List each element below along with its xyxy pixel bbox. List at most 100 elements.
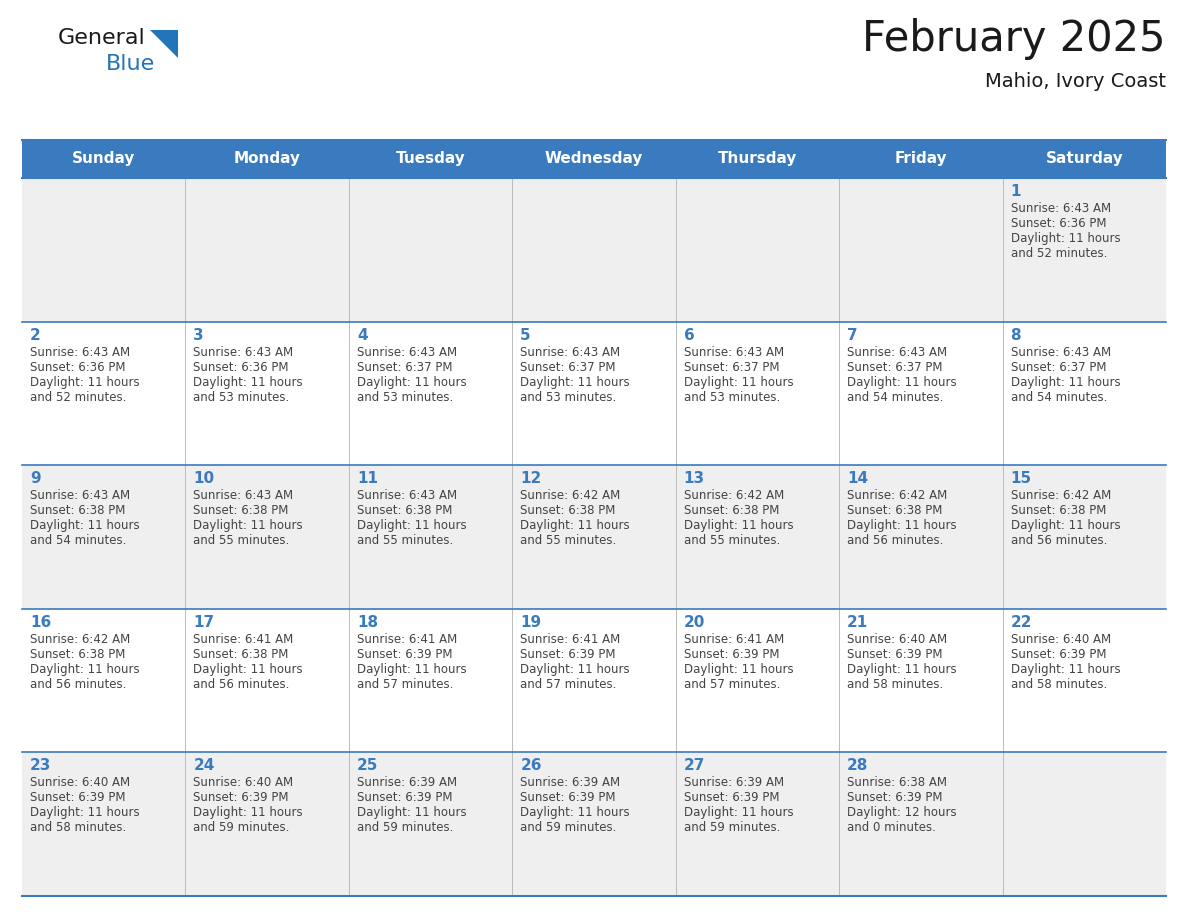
- Text: Sunset: 6:38 PM: Sunset: 6:38 PM: [30, 504, 126, 517]
- Text: Sunset: 6:38 PM: Sunset: 6:38 PM: [684, 504, 779, 517]
- Text: 7: 7: [847, 328, 858, 342]
- Text: General: General: [58, 28, 146, 48]
- Text: Sunset: 6:38 PM: Sunset: 6:38 PM: [194, 504, 289, 517]
- Text: Daylight: 11 hours: Daylight: 11 hours: [356, 520, 467, 532]
- Text: Daylight: 11 hours: Daylight: 11 hours: [1011, 375, 1120, 388]
- Text: 21: 21: [847, 615, 868, 630]
- Text: Daylight: 11 hours: Daylight: 11 hours: [520, 806, 630, 820]
- Text: and 53 minutes.: and 53 minutes.: [194, 390, 290, 404]
- Text: Sunset: 6:39 PM: Sunset: 6:39 PM: [684, 648, 779, 661]
- Text: Sunset: 6:37 PM: Sunset: 6:37 PM: [847, 361, 942, 374]
- Text: and 52 minutes.: and 52 minutes.: [30, 390, 126, 404]
- Text: Sunset: 6:38 PM: Sunset: 6:38 PM: [194, 648, 289, 661]
- Text: 8: 8: [1011, 328, 1022, 342]
- Text: Sunset: 6:39 PM: Sunset: 6:39 PM: [847, 648, 942, 661]
- Text: 2: 2: [30, 328, 40, 342]
- Text: Blue: Blue: [106, 54, 156, 74]
- Text: and 0 minutes.: and 0 minutes.: [847, 822, 936, 834]
- Text: Daylight: 11 hours: Daylight: 11 hours: [30, 520, 140, 532]
- Text: and 55 minutes.: and 55 minutes.: [520, 534, 617, 547]
- Text: Sunrise: 6:42 AM: Sunrise: 6:42 AM: [30, 633, 131, 645]
- Text: and 58 minutes.: and 58 minutes.: [30, 822, 126, 834]
- Text: Sunrise: 6:42 AM: Sunrise: 6:42 AM: [1011, 489, 1111, 502]
- Text: 20: 20: [684, 615, 706, 630]
- Text: Sunset: 6:38 PM: Sunset: 6:38 PM: [1011, 504, 1106, 517]
- Text: Sunday: Sunday: [72, 151, 135, 166]
- Text: Daylight: 11 hours: Daylight: 11 hours: [194, 806, 303, 820]
- Text: Sunset: 6:36 PM: Sunset: 6:36 PM: [1011, 217, 1106, 230]
- Text: 3: 3: [194, 328, 204, 342]
- Text: Sunset: 6:39 PM: Sunset: 6:39 PM: [30, 791, 126, 804]
- Text: Sunrise: 6:43 AM: Sunrise: 6:43 AM: [356, 489, 457, 502]
- Text: Sunrise: 6:40 AM: Sunrise: 6:40 AM: [1011, 633, 1111, 645]
- Text: Sunset: 6:36 PM: Sunset: 6:36 PM: [30, 361, 126, 374]
- Text: Sunrise: 6:41 AM: Sunrise: 6:41 AM: [520, 633, 620, 645]
- Text: Sunrise: 6:40 AM: Sunrise: 6:40 AM: [194, 777, 293, 789]
- Text: Daylight: 11 hours: Daylight: 11 hours: [194, 375, 303, 388]
- Text: and 59 minutes.: and 59 minutes.: [356, 822, 454, 834]
- Text: Sunrise: 6:43 AM: Sunrise: 6:43 AM: [194, 345, 293, 359]
- Text: 5: 5: [520, 328, 531, 342]
- Text: February 2025: February 2025: [862, 18, 1165, 60]
- Text: Monday: Monday: [234, 151, 301, 166]
- Text: 22: 22: [1011, 615, 1032, 630]
- Text: Sunrise: 6:43 AM: Sunrise: 6:43 AM: [356, 345, 457, 359]
- Text: Daylight: 11 hours: Daylight: 11 hours: [30, 663, 140, 676]
- Text: Sunset: 6:39 PM: Sunset: 6:39 PM: [356, 791, 453, 804]
- Bar: [23, 753, 1165, 896]
- Text: Daylight: 11 hours: Daylight: 11 hours: [356, 663, 467, 676]
- Text: and 56 minutes.: and 56 minutes.: [30, 677, 126, 691]
- Text: and 53 minutes.: and 53 minutes.: [356, 390, 453, 404]
- Text: Sunrise: 6:38 AM: Sunrise: 6:38 AM: [847, 777, 947, 789]
- Text: 16: 16: [30, 615, 51, 630]
- Text: Sunset: 6:39 PM: Sunset: 6:39 PM: [356, 648, 453, 661]
- Text: 12: 12: [520, 471, 542, 487]
- Text: Sunset: 6:37 PM: Sunset: 6:37 PM: [520, 361, 615, 374]
- Text: and 57 minutes.: and 57 minutes.: [356, 677, 454, 691]
- Text: Sunrise: 6:43 AM: Sunrise: 6:43 AM: [1011, 345, 1111, 359]
- Text: Sunset: 6:39 PM: Sunset: 6:39 PM: [684, 791, 779, 804]
- Text: Tuesday: Tuesday: [396, 151, 466, 166]
- Text: and 55 minutes.: and 55 minutes.: [194, 534, 290, 547]
- Text: Sunrise: 6:41 AM: Sunrise: 6:41 AM: [356, 633, 457, 645]
- Text: 17: 17: [194, 615, 215, 630]
- Text: Sunrise: 6:43 AM: Sunrise: 6:43 AM: [520, 345, 620, 359]
- Text: Daylight: 11 hours: Daylight: 11 hours: [684, 520, 794, 532]
- Text: and 55 minutes.: and 55 minutes.: [684, 534, 781, 547]
- Text: Sunset: 6:39 PM: Sunset: 6:39 PM: [1011, 648, 1106, 661]
- Text: Daylight: 11 hours: Daylight: 11 hours: [1011, 663, 1120, 676]
- Text: 11: 11: [356, 471, 378, 487]
- Text: Wednesday: Wednesday: [545, 151, 643, 166]
- Text: and 56 minutes.: and 56 minutes.: [194, 677, 290, 691]
- Text: and 58 minutes.: and 58 minutes.: [1011, 677, 1107, 691]
- Bar: [23, 178, 1165, 321]
- Text: 19: 19: [520, 615, 542, 630]
- Text: and 52 minutes.: and 52 minutes.: [1011, 247, 1107, 260]
- Text: Sunrise: 6:42 AM: Sunrise: 6:42 AM: [684, 489, 784, 502]
- Text: Daylight: 11 hours: Daylight: 11 hours: [1011, 232, 1120, 245]
- Text: Sunrise: 6:42 AM: Sunrise: 6:42 AM: [847, 489, 947, 502]
- Text: Sunrise: 6:43 AM: Sunrise: 6:43 AM: [684, 345, 784, 359]
- Text: Daylight: 11 hours: Daylight: 11 hours: [684, 806, 794, 820]
- Text: Sunset: 6:38 PM: Sunset: 6:38 PM: [356, 504, 453, 517]
- Text: Mahio, Ivory Coast: Mahio, Ivory Coast: [985, 72, 1165, 91]
- Text: Daylight: 11 hours: Daylight: 11 hours: [356, 375, 467, 388]
- Text: Sunrise: 6:43 AM: Sunrise: 6:43 AM: [194, 489, 293, 502]
- Text: and 56 minutes.: and 56 minutes.: [847, 534, 943, 547]
- Text: 28: 28: [847, 758, 868, 773]
- Text: 14: 14: [847, 471, 868, 487]
- Text: Sunrise: 6:39 AM: Sunrise: 6:39 AM: [684, 777, 784, 789]
- Text: Sunset: 6:38 PM: Sunset: 6:38 PM: [847, 504, 942, 517]
- Text: and 58 minutes.: and 58 minutes.: [847, 677, 943, 691]
- Text: Sunset: 6:37 PM: Sunset: 6:37 PM: [684, 361, 779, 374]
- Text: and 54 minutes.: and 54 minutes.: [1011, 390, 1107, 404]
- Text: Daylight: 11 hours: Daylight: 11 hours: [684, 375, 794, 388]
- Bar: [23, 321, 1165, 465]
- Text: Sunrise: 6:41 AM: Sunrise: 6:41 AM: [684, 633, 784, 645]
- Text: and 54 minutes.: and 54 minutes.: [847, 390, 943, 404]
- Text: 6: 6: [684, 328, 695, 342]
- Text: and 57 minutes.: and 57 minutes.: [520, 677, 617, 691]
- Text: Sunrise: 6:43 AM: Sunrise: 6:43 AM: [30, 345, 131, 359]
- Text: Sunrise: 6:43 AM: Sunrise: 6:43 AM: [847, 345, 947, 359]
- Text: Saturday: Saturday: [1045, 151, 1123, 166]
